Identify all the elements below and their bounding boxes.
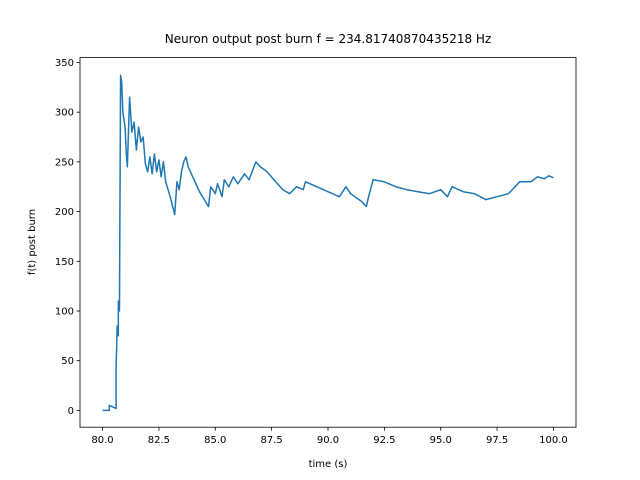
y-axis-label: f(t) post burn <box>27 209 38 275</box>
x-tick-label: 87.5 <box>261 435 283 446</box>
y-tick-label: 250 <box>55 157 74 168</box>
y-tick-label: 150 <box>55 257 74 268</box>
x-axis-label: time (s) <box>309 459 348 470</box>
y-tick-label: 100 <box>55 306 74 317</box>
y-tick-label: 200 <box>55 207 74 218</box>
y-tick-label: 350 <box>55 58 74 69</box>
x-tick-label: 90.0 <box>317 435 339 446</box>
y-tick-label: 0 <box>68 406 74 417</box>
x-tick-label: 95.0 <box>430 435 452 446</box>
data-line <box>102 74 554 412</box>
x-tick-label: 97.5 <box>486 435 508 446</box>
y-tick-label: 50 <box>61 356 74 367</box>
y-tick-label: 300 <box>55 108 74 119</box>
x-tick-label: 82.5 <box>148 435 170 446</box>
x-tick-label: 80.0 <box>91 435 113 446</box>
x-tick-label: 100.0 <box>539 435 568 446</box>
x-tick-label: 85.0 <box>204 435 226 446</box>
chart-title: Neuron output post burn f = 234.81740870… <box>165 32 492 46</box>
x-tick-label: 92.5 <box>373 435 395 446</box>
